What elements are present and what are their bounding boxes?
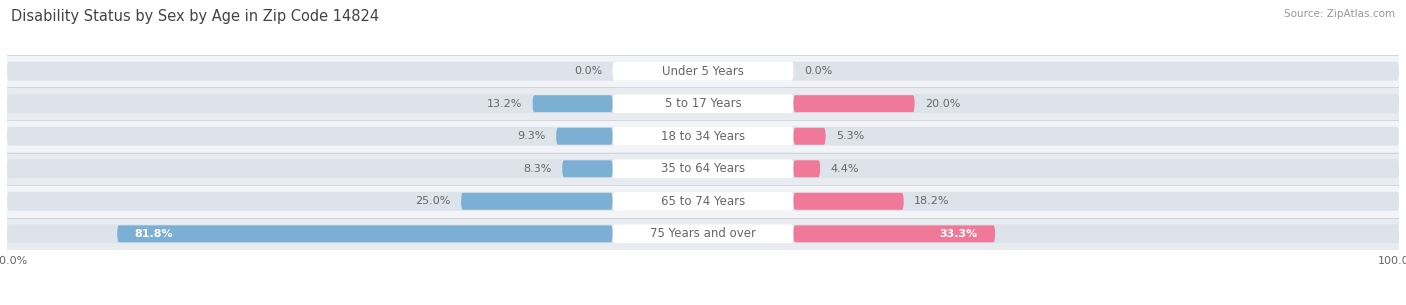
Text: 35 to 64 Years: 35 to 64 Years [661, 162, 745, 175]
FancyBboxPatch shape [793, 193, 904, 210]
FancyBboxPatch shape [461, 193, 613, 210]
Bar [7, 55, 1399, 88]
FancyBboxPatch shape [793, 160, 820, 177]
FancyBboxPatch shape [793, 225, 995, 242]
FancyBboxPatch shape [7, 224, 1399, 243]
Text: Under 5 Years: Under 5 Years [662, 65, 744, 78]
FancyBboxPatch shape [613, 62, 793, 81]
FancyBboxPatch shape [117, 225, 613, 242]
Text: 0.0%: 0.0% [804, 66, 832, 76]
Text: 65 to 74 Years: 65 to 74 Years [661, 195, 745, 208]
Text: 9.3%: 9.3% [517, 131, 546, 141]
Text: Source: ZipAtlas.com: Source: ZipAtlas.com [1284, 9, 1395, 19]
FancyBboxPatch shape [562, 160, 613, 177]
FancyBboxPatch shape [793, 95, 914, 112]
Text: 81.8%: 81.8% [135, 229, 173, 239]
Text: 5 to 17 Years: 5 to 17 Years [665, 97, 741, 110]
Bar [7, 217, 1399, 250]
Bar [7, 185, 1399, 217]
FancyBboxPatch shape [613, 224, 793, 243]
Text: 25.0%: 25.0% [415, 196, 451, 206]
Text: 20.0%: 20.0% [925, 99, 960, 109]
FancyBboxPatch shape [7, 127, 1399, 146]
Text: 8.3%: 8.3% [523, 164, 551, 174]
FancyBboxPatch shape [557, 128, 613, 145]
FancyBboxPatch shape [613, 94, 793, 113]
Bar [7, 120, 1399, 152]
FancyBboxPatch shape [7, 192, 1399, 211]
FancyBboxPatch shape [793, 128, 825, 145]
Text: 0.0%: 0.0% [574, 66, 602, 76]
Text: 75 Years and over: 75 Years and over [650, 227, 756, 240]
FancyBboxPatch shape [7, 94, 1399, 113]
Text: 18 to 34 Years: 18 to 34 Years [661, 130, 745, 143]
FancyBboxPatch shape [7, 159, 1399, 178]
Bar [7, 88, 1399, 120]
FancyBboxPatch shape [613, 127, 793, 146]
Text: 4.4%: 4.4% [831, 164, 859, 174]
Text: 13.2%: 13.2% [486, 99, 522, 109]
FancyBboxPatch shape [613, 159, 793, 178]
Text: 33.3%: 33.3% [939, 229, 977, 239]
Text: 18.2%: 18.2% [914, 196, 949, 206]
FancyBboxPatch shape [7, 62, 1399, 81]
Text: Disability Status by Sex by Age in Zip Code 14824: Disability Status by Sex by Age in Zip C… [11, 9, 380, 24]
FancyBboxPatch shape [613, 192, 793, 211]
Text: 5.3%: 5.3% [837, 131, 865, 141]
Bar [7, 152, 1399, 185]
FancyBboxPatch shape [533, 95, 613, 112]
